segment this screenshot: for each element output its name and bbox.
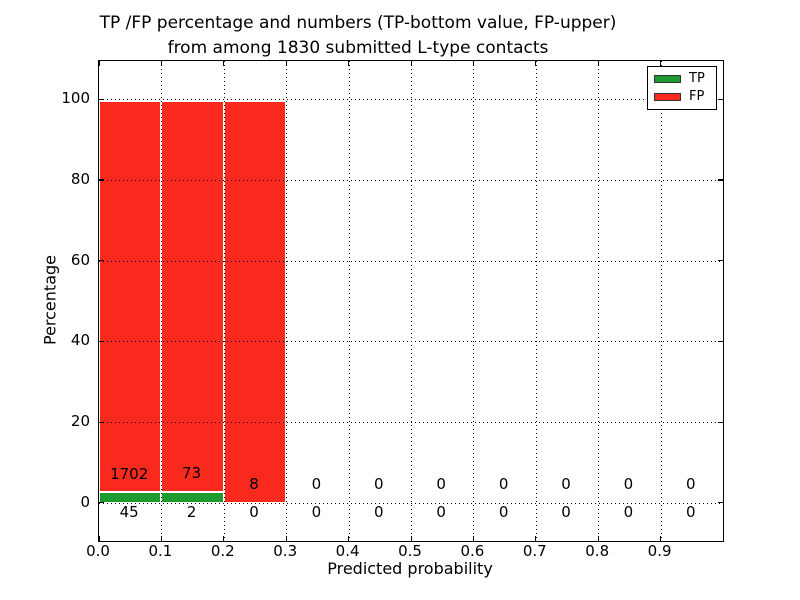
x-tick-mark-top [223, 61, 225, 66]
y-tick-mark [99, 98, 104, 100]
x-tick-mark [410, 536, 412, 541]
tp-count-label: 0 [311, 502, 322, 521]
x-tick-mark [160, 536, 163, 541]
x-tick-mark [285, 536, 287, 541]
y-tick-mark [99, 502, 104, 504]
x-tick-mark [535, 536, 537, 541]
x-tick-mark-top [660, 61, 662, 66]
y-tick-label: 40 [70, 331, 90, 350]
y-tick-mark [99, 179, 104, 181]
x-tick-mark [660, 536, 662, 541]
v-gridline [535, 61, 537, 541]
fp-count-label: 0 [436, 474, 446, 493]
x-tick-mark-top [285, 61, 287, 66]
bar-segment-fp [161, 101, 224, 492]
x-tick-mark [223, 536, 225, 541]
v-gridline [348, 61, 350, 541]
x-tick-label: 0.3 [273, 542, 298, 560]
tp-count-label: 0 [561, 502, 571, 521]
x-tick-mark-top [98, 61, 100, 66]
fp-count-label: 0 [374, 474, 384, 493]
plot-area [98, 60, 724, 542]
legend-label-fp: FP [689, 89, 705, 104]
x-tick-mark-top [160, 61, 163, 66]
x-tick-label: 0.2 [210, 542, 235, 560]
tp-count-label: 0 [686, 502, 696, 521]
x-tick-mark-top [472, 61, 475, 66]
fp-count-label: 0 [561, 474, 571, 493]
x-tick-label: 0.6 [460, 542, 485, 560]
x-tick-mark [597, 536, 599, 541]
v-gridline [286, 61, 288, 541]
tp-count-label: 2 [186, 502, 197, 521]
y-tick-mark-right [718, 179, 723, 181]
y-tick-mark [99, 421, 104, 423]
tp-count-label: 0 [436, 502, 446, 521]
fp-count-label: 0 [311, 474, 322, 493]
x-tick-mark [348, 536, 350, 541]
y-tick-label: 60 [70, 250, 90, 269]
x-tick-mark-top [535, 61, 537, 66]
y-tick-label: 100 [61, 89, 90, 108]
fp-count-label: 1702 [110, 464, 149, 483]
tp-count-label: 0 [498, 502, 509, 521]
x-tick-mark [472, 536, 475, 541]
x-axis-label: Predicted probability [327, 559, 493, 578]
legend-swatch-tp-icon [654, 75, 681, 83]
fp-count-label: 0 [623, 474, 634, 493]
legend-swatch-fp-icon [654, 93, 681, 101]
y-tick-mark-right [718, 260, 723, 262]
y-tick-mark [99, 260, 104, 262]
legend-label-tp: TP [689, 71, 705, 86]
y-tick-mark-right [718, 340, 723, 343]
x-tick-mark-top [597, 61, 599, 66]
v-gridline [161, 61, 163, 541]
y-tick-label: 20 [70, 412, 90, 430]
v-gridline [223, 61, 225, 541]
x-tick-mark-top [410, 61, 412, 66]
v-gridline [411, 61, 412, 541]
fp-count-label: 73 [182, 464, 202, 483]
fp-count-label: 0 [686, 474, 696, 493]
tp-count-label: 0 [249, 502, 259, 521]
legend-entry-tp: TP [654, 72, 710, 86]
chart-title-line2: from among 1830 submitted L-type contact… [167, 38, 549, 58]
x-tick-label: 0.5 [398, 542, 422, 560]
bar-segment-tp [99, 492, 162, 503]
y-tick-mark-right [718, 502, 723, 504]
bar-segment-tp [161, 491, 224, 503]
x-tick-label: 0.9 [647, 542, 672, 560]
x-tick-label: 0.0 [86, 542, 110, 560]
y-tick-mark-right [718, 421, 723, 423]
bar-segment-fp [223, 101, 287, 503]
legend-entry-fp: FP [654, 90, 710, 104]
tp-count-label: 0 [374, 502, 384, 521]
y-tick-label: 0 [80, 492, 90, 511]
x-tick-mark-top [348, 61, 350, 66]
bar-segment-fp [99, 101, 162, 493]
v-gridline [473, 61, 475, 541]
chart-title: TP /FP percentage and numbers (TP-bottom… [0, 11, 716, 61]
chart-title-line1: TP /FP percentage and numbers (TP-bottom… [99, 13, 617, 33]
fp-count-label: 8 [249, 474, 259, 493]
x-tick-label: 0.4 [335, 542, 360, 560]
legend: TP FP [647, 66, 717, 110]
x-tick-label: 0.1 [148, 542, 173, 560]
x-tick-label: 0.8 [585, 542, 610, 560]
y-tick-mark-right [718, 98, 723, 100]
x-tick-mark [98, 536, 100, 541]
fp-count-label: 0 [498, 474, 509, 493]
x-tick-label: 0.7 [522, 542, 547, 560]
v-gridline [660, 61, 662, 541]
v-gridline [598, 61, 600, 541]
y-tick-label: 80 [70, 169, 90, 188]
tp-count-label: 0 [623, 502, 634, 521]
tp-count-label: 45 [119, 502, 139, 521]
y-tick-mark [99, 340, 104, 343]
